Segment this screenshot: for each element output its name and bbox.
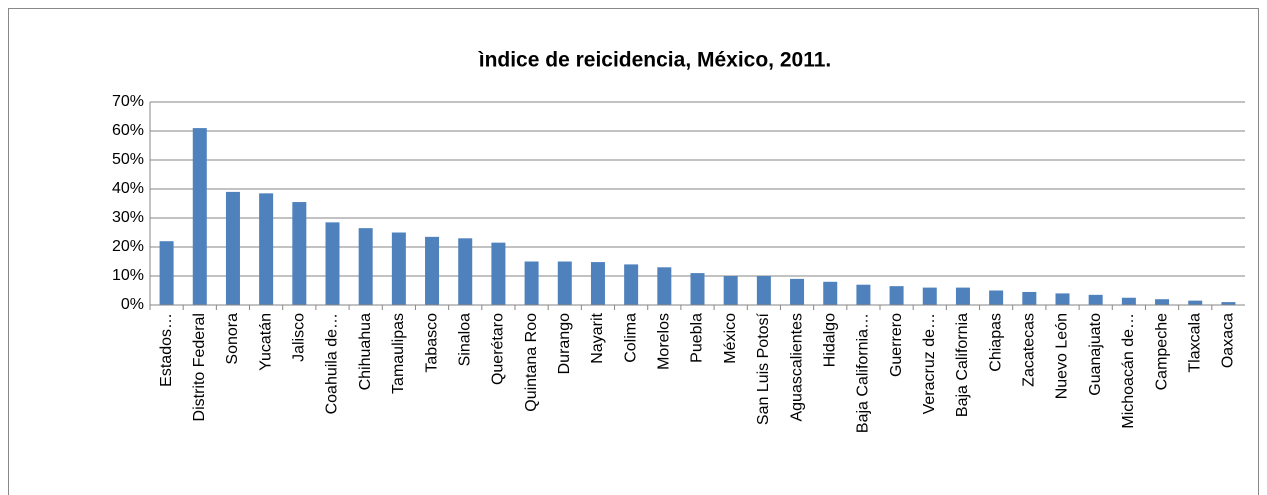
- bar: [159, 241, 174, 305]
- y-tick-label: 10%: [112, 267, 144, 284]
- bar: [955, 287, 970, 305]
- x-tick-label: Colima: [622, 313, 639, 363]
- bar: [624, 264, 639, 305]
- bar: [657, 267, 672, 305]
- x-tick-label: Jalisco: [291, 313, 308, 362]
- x-tick-label: Guerrero: [888, 313, 905, 377]
- bar: [292, 202, 307, 305]
- x-tick-label: Durango: [556, 313, 573, 374]
- y-tick-label: 40%: [112, 180, 144, 197]
- chart-title: ìndice de reicidencia, México, 2011.: [478, 49, 832, 72]
- x-tick-label: Sinaloa: [456, 313, 473, 366]
- bar: [590, 262, 605, 305]
- bar: [225, 191, 240, 305]
- bar: [425, 236, 440, 305]
- y-tick-label: 70%: [112, 93, 144, 110]
- x-tick-label: Baja California: [954, 313, 971, 417]
- chart-border: [8, 8, 1259, 495]
- x-tick-label: Michoacán de…: [1120, 313, 1137, 429]
- bar: [889, 286, 904, 305]
- y-tick-label: 0%: [121, 296, 144, 313]
- x-tick-label: Quintana Roo: [523, 313, 540, 412]
- x-tick-label: Campeche: [1153, 313, 1170, 390]
- x-tick-label: Tlaxcala: [1186, 313, 1203, 373]
- bar: [856, 284, 871, 305]
- bar: [756, 276, 771, 305]
- x-tick-label: Querétaro: [490, 313, 507, 385]
- bar: [1221, 302, 1236, 305]
- bar: [1022, 291, 1037, 305]
- x-tick-label: Guanajuato: [1087, 313, 1104, 396]
- bar: [723, 276, 738, 305]
- x-tick-label: Veracruz de…: [921, 313, 938, 414]
- x-tick-label: Tabasco: [423, 313, 440, 373]
- y-tick-label: 20%: [112, 238, 144, 255]
- bar: [458, 238, 473, 305]
- y-tick-label: 30%: [112, 209, 144, 226]
- bar: [524, 261, 539, 305]
- x-tick-label: Nuevo León: [1054, 313, 1071, 399]
- bar: [557, 261, 572, 305]
- bar: [790, 278, 805, 305]
- x-tick-label: México: [722, 313, 739, 364]
- x-tick-label: San Luis Potosí: [755, 312, 772, 425]
- x-tick-label: Morelos: [656, 313, 673, 370]
- x-tick-label: Aguascalientes: [788, 313, 805, 422]
- x-tick-label: Oaxaca: [1220, 313, 1237, 368]
- bar: [823, 281, 838, 305]
- bar: [358, 228, 373, 305]
- x-tick-label: Sonora: [224, 313, 241, 365]
- x-tick-label: Estados…: [158, 313, 175, 387]
- bar: [391, 232, 406, 305]
- bar: [1121, 297, 1136, 305]
- bar: [690, 273, 705, 305]
- bar: [325, 222, 340, 305]
- bar: [1188, 300, 1203, 305]
- x-tick-label: Yucatán: [257, 313, 274, 371]
- x-tick-label: Puebla: [689, 313, 706, 363]
- x-tick-label: Baja California…: [855, 313, 872, 433]
- x-tick-label: Zacatecas: [1021, 313, 1038, 387]
- y-tick-label: 50%: [112, 151, 144, 168]
- y-tick-label: 60%: [112, 122, 144, 139]
- bar: [192, 128, 207, 305]
- x-tick-label: Hidalgo: [821, 313, 838, 367]
- bar: [922, 287, 937, 305]
- bar: [1055, 293, 1070, 305]
- x-tick-label: Chiapas: [987, 313, 1004, 372]
- bar: [1155, 299, 1170, 305]
- bar: [989, 290, 1004, 305]
- bar: [259, 193, 274, 305]
- x-tick-label: Distrito Federal: [191, 313, 208, 421]
- x-tick-label: Coahuila de…: [324, 313, 341, 414]
- x-tick-label: Chihuahua: [357, 313, 374, 391]
- x-tick-label: Nayarit: [589, 312, 606, 363]
- bar: [491, 242, 506, 305]
- x-tick-label: Tamaulipas: [390, 313, 407, 394]
- bar: [1088, 294, 1103, 305]
